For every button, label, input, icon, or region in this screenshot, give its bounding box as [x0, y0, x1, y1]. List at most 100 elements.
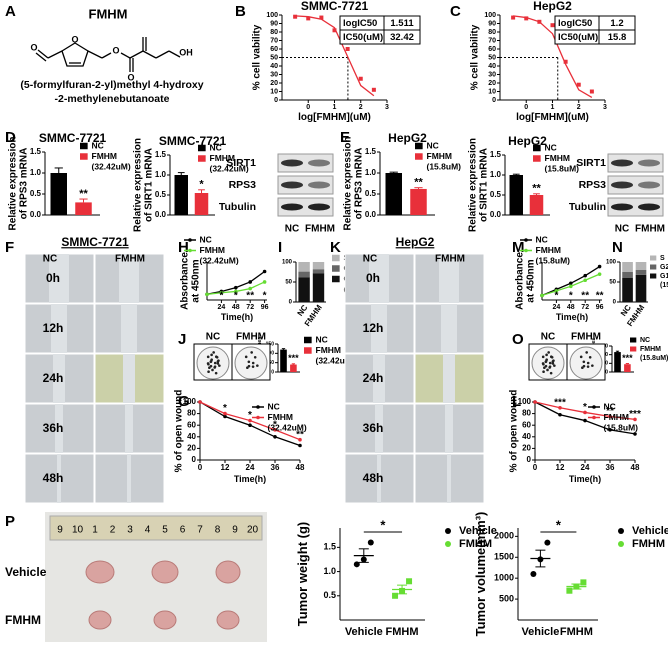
tumor — [215, 560, 241, 584]
data-point — [569, 281, 573, 286]
bond — [120, 52, 131, 59]
data-point — [554, 289, 559, 293]
wound-gap — [53, 354, 65, 403]
wound-gap — [439, 254, 459, 303]
y-tick-label: 20 — [522, 444, 531, 453]
legend-label: G2/M — [660, 264, 668, 271]
colony — [552, 359, 555, 362]
data-point — [306, 16, 311, 21]
blot-strip — [607, 175, 664, 195]
y-tick-label: 70 — [488, 37, 496, 44]
blot-band — [611, 181, 633, 189]
x-tick-label: 3 — [603, 104, 607, 111]
y-tick-label: 0 — [492, 97, 496, 104]
y-axis-label: Relative expression — [133, 138, 144, 232]
colony — [214, 371, 218, 375]
legend-label: FMHM — [604, 412, 630, 422]
x-tick-label: 0 — [533, 463, 538, 472]
data-point — [558, 412, 562, 417]
y-tick-label: 1000 — [494, 573, 514, 583]
y-axis-label: of RPS3 mRNA — [19, 148, 30, 220]
wound-gap — [373, 354, 385, 403]
data-point — [198, 400, 202, 404]
legend-swatch — [304, 336, 312, 344]
colony — [250, 351, 253, 354]
legend-label: G1 — [660, 273, 668, 280]
legend-marker — [524, 238, 528, 242]
y-tick-label: 0.5 — [365, 189, 377, 198]
bond — [47, 50, 63, 59]
panel-letter: B — [235, 3, 246, 20]
legend-swatch — [650, 273, 657, 279]
colony — [585, 351, 588, 354]
bond — [87, 50, 103, 59]
blot-strip — [277, 197, 334, 217]
legend-label: FMHM — [427, 151, 453, 161]
x-tick-label: 2 — [577, 104, 581, 111]
colony — [253, 355, 257, 359]
bar — [50, 173, 67, 215]
legend-marker — [618, 528, 624, 534]
colony — [548, 366, 551, 369]
data-point — [273, 435, 277, 439]
legend-label: NC — [316, 334, 328, 344]
y-tick-label: 0.0 — [490, 210, 502, 219]
x-axis-label: log[FMHM](uM) — [298, 112, 371, 123]
legend-swatch — [332, 275, 340, 283]
colony — [256, 364, 259, 367]
legend-label: FMHM — [92, 151, 118, 161]
legend-dose: (15.8uM) — [545, 163, 580, 173]
legend-swatch — [304, 347, 312, 354]
panel-letter: J — [178, 331, 186, 348]
ruler-number: 7 — [197, 525, 203, 536]
y-axis-label: of RPS3 mRNA — [354, 148, 365, 220]
legend-label: FMHM — [632, 538, 665, 550]
y-tick-label: 100 — [606, 260, 617, 266]
wound-gap — [441, 304, 457, 353]
y-tick-label: 50 — [488, 54, 496, 61]
data-point — [540, 293, 544, 298]
significance: * — [583, 402, 587, 413]
chart-title: SMMC-7721 — [39, 131, 107, 145]
panel-letter: D — [5, 129, 16, 146]
group-label: FMHM — [5, 613, 41, 627]
x-tick-label: 24 — [246, 463, 255, 472]
x-tick-label: 0 — [524, 104, 528, 111]
y-tick-label: 1.0 — [155, 170, 167, 179]
colony — [208, 366, 211, 370]
y-tick-label: 90 — [488, 20, 496, 27]
legend-dose: (15.8uM) — [536, 255, 571, 265]
band-label: RPS3 — [579, 179, 607, 191]
y-tick-label: 0.0 — [30, 210, 42, 219]
y-tick-label: 40 — [522, 432, 531, 441]
data-point — [353, 561, 360, 568]
wound-gap — [371, 304, 387, 353]
atom-label: O — [71, 34, 78, 44]
legend-marker — [188, 238, 192, 242]
x-tick-label: 2 — [359, 104, 363, 111]
ruler-number: 9 — [232, 525, 238, 536]
blot-band — [638, 159, 660, 167]
data-point — [406, 578, 413, 585]
data-point — [332, 28, 337, 33]
x-tick-label: 72 — [246, 304, 254, 311]
data-point — [248, 280, 252, 284]
data-point — [223, 411, 227, 416]
colony — [216, 362, 220, 365]
time-label: 36h — [363, 421, 384, 435]
blot-strip — [607, 197, 664, 217]
atom-label: OH — [179, 47, 193, 57]
legend-label: FMHM — [210, 153, 236, 163]
blot-band — [281, 159, 303, 167]
wound-gap — [55, 404, 63, 453]
y-tick-label: 0.0 — [155, 210, 167, 219]
category-label: FMHM — [386, 626, 419, 638]
colony — [244, 355, 248, 359]
blot-band — [611, 159, 633, 167]
significance: *** — [554, 397, 566, 408]
bar — [75, 202, 92, 215]
x-axis-label: Time(h) — [234, 474, 266, 484]
blot-strip — [277, 175, 334, 195]
data-point — [511, 15, 516, 20]
